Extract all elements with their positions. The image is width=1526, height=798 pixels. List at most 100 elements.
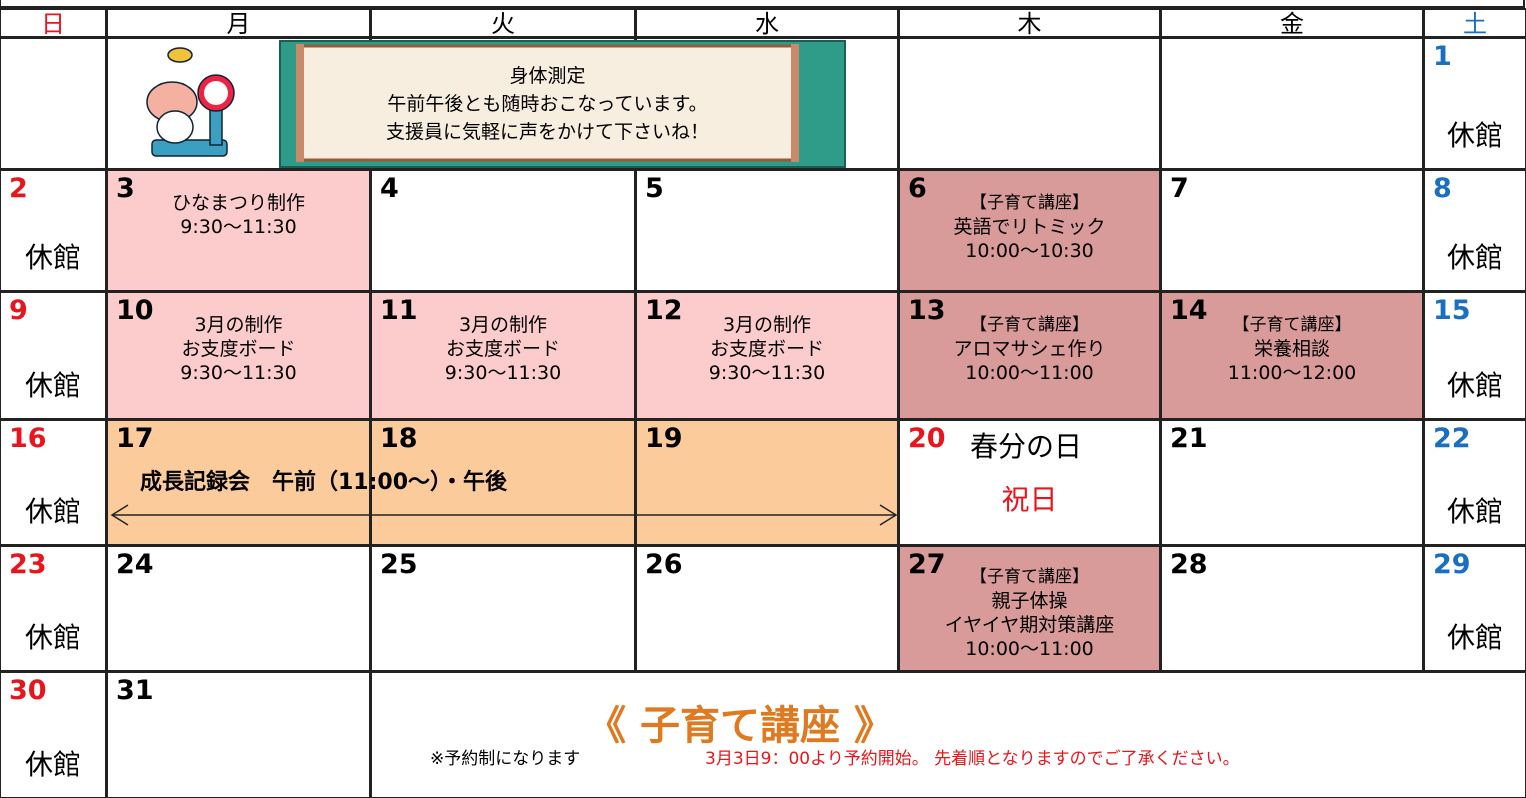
decoration (204, 81, 228, 105)
event-line: 親子体操 (991, 590, 1068, 612)
event-line: お支度ボード (709, 338, 824, 360)
event: 3月の制作 お支度ボード 9:30～11:30 (637, 313, 897, 385)
weekday: 火 (491, 10, 515, 38)
day-cell: 14 【子育て講座】 栄養相談 11:00～12:00 (1160, 291, 1424, 420)
event-line: 9:30～11:30 (708, 362, 826, 384)
day-note: 休館 (24, 748, 81, 781)
day-number: 17 (116, 423, 154, 454)
event-line: 【子育て講座】 (970, 315, 1089, 335)
weekday: 水 (755, 10, 779, 38)
event-line: 10:00～11:00 (965, 362, 1094, 384)
event-line: 9:30～11:30 (180, 362, 297, 384)
decoration (879, 504, 898, 526)
day-number: 28 (1170, 549, 1208, 580)
day-cell: 15 休館 (1423, 291, 1526, 420)
day-number: 20 (908, 423, 946, 454)
notice-note: ※予約制になります (430, 749, 581, 769)
day-number: 18 (380, 423, 418, 454)
decoration (156, 110, 194, 144)
weekday: 土 (1463, 10, 1487, 38)
day-cell: 3 ひなまつり制作 9:30～11:30 (106, 169, 371, 292)
event: 【子育て講座】 親子体操 イヤイヤ期対策講座 10:00～11:00 (900, 565, 1159, 661)
notice-detail: 3月3日9：00より予約開始。 先着順となりますのでご了承ください。 (705, 749, 1240, 769)
day-note: 休館 (24, 495, 81, 528)
day-note: 休館 (24, 369, 81, 402)
decoration (167, 47, 193, 63)
day-note: 休館 (1446, 119, 1503, 152)
day-number: 26 (645, 549, 683, 580)
event-line: 3月の制作 (722, 314, 812, 336)
event-line: アロマサシェ作り (953, 338, 1106, 360)
holiday-name: 春分の日 (970, 430, 1083, 463)
day-number: 1 (1433, 41, 1452, 72)
weekday: 金 (1280, 10, 1304, 38)
event-line: 栄養相談 (1253, 338, 1330, 360)
day-number: 13 (908, 295, 946, 326)
day-note: 休館 (1446, 241, 1503, 274)
day-number: 9 (9, 295, 28, 326)
event-line: 3月の制作 (458, 314, 548, 336)
banner-title: 身体測定 (509, 65, 586, 87)
event: 【子育て講座】 英語でリトミック 10:00～10:30 (900, 191, 1159, 263)
event-line: ひなまつり制作 (171, 192, 305, 214)
day-cell: 8 休館 (1423, 169, 1526, 292)
span-event: 成長記録会 午前（11:00～）・午後 (140, 470, 508, 495)
day-number: 30 (9, 675, 47, 706)
day-note: 休館 (1446, 621, 1503, 654)
day-number: 23 (9, 549, 47, 580)
banner: 身体測定午前午後とも随時おこなっています。 支援員に気軽に声をかけて下さいね！ (300, 62, 795, 146)
banner-line: 支援員に気軽に声をかけて下さいね！ (385, 121, 709, 143)
day-number: 5 (645, 173, 664, 204)
event-line: 10:00～11:00 (965, 638, 1094, 660)
day-number: 8 (1433, 173, 1452, 204)
event-line: 9:30～11:30 (180, 216, 297, 238)
day-number: 12 (645, 295, 683, 326)
day-note: 祝日 (1001, 483, 1058, 516)
event: ひなまつり制作 9:30～11:30 (108, 191, 369, 239)
weekday: 月 (226, 10, 251, 38)
top-strip (0, 0, 1525, 8)
decoration (791, 44, 799, 162)
day-number: 21 (1170, 423, 1208, 454)
decoration (151, 139, 228, 157)
event-line: 11:00～12:00 (1227, 362, 1357, 384)
event: 3月の制作 お支度ボード 9:30～11:30 (372, 313, 634, 385)
day-number: 29 (1433, 549, 1471, 580)
decoration (296, 44, 304, 162)
event: 【子育て講座】 アロマサシェ作り 10:00～11:00 (900, 313, 1159, 385)
event-line: イヤイヤ期対策講座 (944, 614, 1115, 636)
day-number: 24 (116, 549, 154, 580)
event: 3月の制作 お支度ボード 9:30～11:30 (108, 313, 369, 385)
day-number: 31 (116, 675, 154, 706)
decoration (110, 504, 129, 526)
weekday: 木 (1017, 10, 1042, 38)
event-line: 9:30～11:30 (444, 362, 562, 384)
day-cell: 10 3月の制作 お支度ボード 9:30～11:30 (106, 291, 371, 420)
day-cell: 27 【子育て講座】 親子体操 イヤイヤ期対策講座 10:00～11:00 (898, 545, 1161, 672)
event-line: お支度ボード (181, 338, 296, 360)
day-note: 休館 (1446, 369, 1503, 402)
day-cell: 13 【子育て講座】 アロマサシェ作り 10:00～11:00 (898, 291, 1161, 420)
day-number: 11 (380, 295, 418, 326)
day-cell: 12 3月の制作 お支度ボード 9:30～11:30 (635, 291, 899, 420)
day-number: 19 (645, 423, 683, 454)
day-number: 2 (9, 173, 28, 204)
day-number: 16 (9, 423, 47, 454)
day-note: 休館 (24, 241, 81, 274)
banner-line: 午前午後とも随時おこなっています。 (387, 93, 708, 115)
day-number: 6 (908, 173, 927, 204)
day-number: 14 (1170, 295, 1208, 326)
event-line: 【子育て講座】 (1232, 315, 1352, 335)
day-number: 4 (380, 173, 399, 204)
event-line: 3月の制作 (194, 314, 283, 336)
day-number: 22 (1433, 423, 1471, 454)
weekday: 日 (41, 10, 65, 38)
day-note: 休館 (24, 621, 81, 654)
event-line: 英語でリトミック (953, 216, 1106, 238)
day-number: 25 (380, 549, 418, 580)
event-line: 【子育て講座】 (970, 193, 1089, 213)
day-note: 休館 (1446, 495, 1503, 528)
event: 【子育て講座】 栄養相談 11:00～12:00 (1162, 313, 1422, 385)
